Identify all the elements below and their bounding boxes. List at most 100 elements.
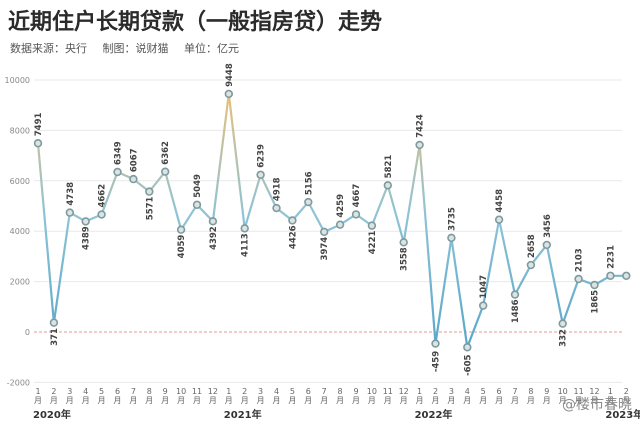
data-label: 6362 (161, 141, 171, 165)
data-point (320, 227, 329, 237)
x-tick-label: 12 月 (399, 387, 409, 405)
data-label: 4259 (336, 194, 346, 218)
data-point (526, 260, 536, 270)
unit-note: 单位：亿元 (184, 42, 239, 55)
y-tick-label: 0 (25, 328, 30, 337)
x-tick-label: 10 月 (176, 387, 186, 405)
data-label: 4113 (241, 233, 251, 257)
data-point (240, 224, 249, 233)
data-label: 4392 (209, 226, 219, 250)
y-tick-label: 2000 (10, 278, 30, 287)
data-point (463, 343, 472, 352)
data-label: 4918 (273, 177, 283, 201)
x-tick-label: 10 月 (367, 387, 377, 405)
data-point (590, 280, 599, 290)
data-label: 2658 (527, 234, 537, 258)
data-point (49, 318, 59, 327)
data-label: 3456 (543, 214, 553, 238)
data-point (335, 220, 345, 229)
data-label: -605 (463, 354, 473, 375)
data-labels: 7491 371 4738 4389 4662 6349 6067 5571 6362 4059 5… (34, 63, 616, 376)
data-label: 4738 (66, 182, 76, 206)
x-tick-label: 10 月 (558, 387, 568, 405)
data-label: 371 (50, 328, 60, 346)
data-point (367, 221, 377, 230)
data-point (145, 187, 154, 196)
y-tick-label: 4000 (10, 227, 30, 236)
data-label: 4059 (177, 235, 187, 259)
data-point (176, 225, 186, 234)
x-tick-label: 12 月 (208, 387, 218, 405)
data-point (129, 174, 138, 184)
data-label: 6067 (129, 148, 139, 172)
data-label: 2231 (606, 245, 616, 269)
chart-title: 近期住户长期贷款（一般指房贷）走势 (8, 10, 383, 35)
data-label: 6239 (257, 144, 267, 168)
x-tick-label: 11 月 (192, 387, 202, 405)
data-label: -459 (432, 351, 442, 372)
data-label: 7491 (34, 112, 44, 136)
data-point (81, 217, 90, 226)
data-label: 5821 (384, 155, 394, 179)
data-points (33, 89, 631, 352)
data-point (351, 210, 361, 219)
data-label: 5049 (193, 174, 203, 198)
data-point (97, 210, 106, 219)
data-label: 9448 (225, 63, 235, 87)
data-point (272, 203, 281, 213)
data-point (65, 208, 75, 217)
series-path (36, 92, 627, 349)
data-label: 332 (559, 329, 569, 347)
data-label: 4389 (82, 226, 92, 250)
data-label: 4667 (352, 184, 362, 208)
data-point (161, 167, 170, 176)
x-tick-label: 11 月 (574, 387, 584, 405)
data-point (304, 197, 313, 207)
data-label: 1047 (479, 275, 489, 299)
data-point (542, 240, 551, 250)
data-point (224, 89, 234, 99)
data-point (510, 290, 520, 299)
year-label: 2020年 (33, 408, 71, 421)
x-tick-label: 11 月 (383, 387, 393, 405)
data-label: 3735 (447, 207, 457, 231)
data-label: 4458 (495, 189, 505, 213)
data-point (447, 233, 456, 243)
data-point (192, 200, 202, 209)
data-label: 1865 (591, 290, 601, 314)
data-label: 5156 (304, 171, 314, 195)
data-point (208, 217, 218, 226)
maker-note: 制图：说财猫 (102, 42, 169, 55)
data-point (622, 271, 631, 280)
data-label: 5571 (145, 196, 155, 220)
data-label: 3558 (400, 247, 410, 271)
data-point (574, 274, 583, 284)
data-label: 1486 (511, 299, 521, 323)
data-point (479, 301, 488, 310)
data-label: 4662 (98, 184, 108, 208)
data-point (288, 216, 297, 225)
y-tick-label: 6000 (10, 177, 30, 186)
year-label: 2021年 (224, 408, 262, 421)
series-line (36, 92, 627, 349)
x-tick-label: 12 月 (589, 387, 599, 405)
